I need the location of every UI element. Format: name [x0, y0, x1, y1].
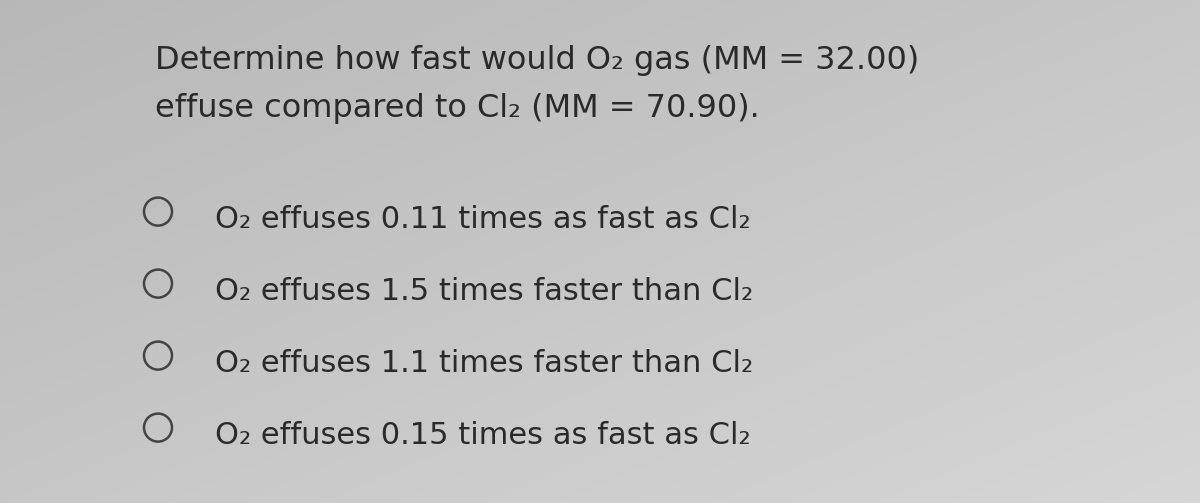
Text: O₂ effuses 1.1 times faster than Cl₂: O₂ effuses 1.1 times faster than Cl₂ — [215, 349, 754, 378]
Text: effuse compared to Cl₂ (MM = 70.90).: effuse compared to Cl₂ (MM = 70.90). — [155, 93, 760, 124]
Text: O₂ effuses 0.15 times as fast as Cl₂: O₂ effuses 0.15 times as fast as Cl₂ — [215, 421, 751, 450]
Text: Determine how fast would O₂ gas (MM = 32.00): Determine how fast would O₂ gas (MM = 32… — [155, 45, 919, 76]
Text: O₂ effuses 1.5 times faster than Cl₂: O₂ effuses 1.5 times faster than Cl₂ — [215, 277, 754, 306]
Text: O₂ effuses 0.11 times as fast as Cl₂: O₂ effuses 0.11 times as fast as Cl₂ — [215, 205, 751, 234]
